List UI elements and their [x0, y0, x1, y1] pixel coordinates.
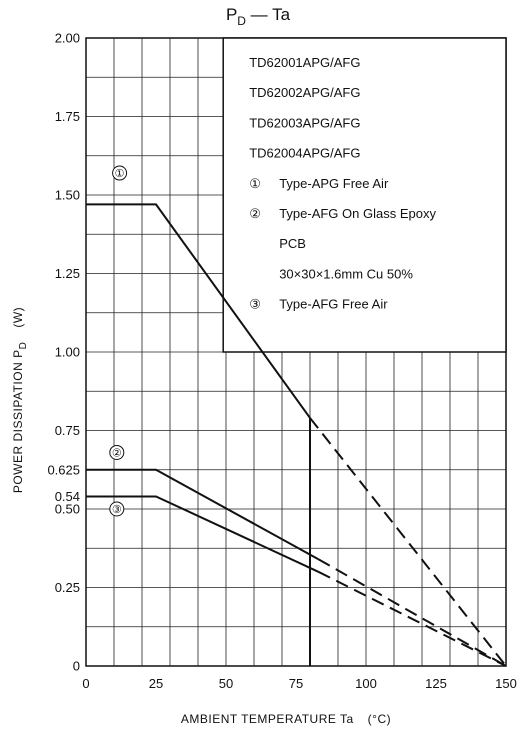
- y-tick-label: 1.75: [55, 109, 80, 124]
- x-tick-label: 25: [149, 676, 163, 691]
- legend-marker: ①: [249, 176, 261, 191]
- y-tick-label: 0.54: [55, 489, 80, 504]
- series-marker-circle: [109, 501, 125, 517]
- series-line-dashed: [317, 558, 507, 667]
- legend-box: [222, 37, 507, 353]
- x-tick-label: 0: [82, 676, 89, 691]
- y-tick-label: 0: [73, 659, 80, 674]
- legend-marker: ③: [249, 297, 261, 312]
- series: ① ② ③: [86, 165, 507, 667]
- y-tick-label: 2.00: [55, 31, 80, 46]
- legend-entry: TD62002APG/AFG: [249, 85, 360, 100]
- series-marker-label: ②: [112, 447, 122, 459]
- x-tick-label: 150: [495, 676, 517, 691]
- x-tick-label: 100: [355, 676, 377, 691]
- series-line-solid: [86, 495, 319, 573]
- legend-entry: TD62001APG/AFG: [249, 55, 360, 70]
- y-axis-label: POWER DISSIPATION PD(W): [11, 307, 29, 493]
- y-tick-label: 0.625: [47, 462, 80, 477]
- legend: TD62001APG/AFG TD62002APG/AFG TD62003APG/A…: [222, 37, 507, 353]
- y-tick-label: 0.25: [55, 580, 80, 595]
- series-line-solid: [86, 468, 319, 561]
- series-marker-label: ③: [112, 504, 122, 516]
- series-line-dashed: [317, 570, 507, 667]
- series-marker-circle: [112, 165, 128, 181]
- chart-title: PD — Ta: [226, 5, 291, 28]
- legend-entry: 30×30×1.6mm Cu 50%: [279, 266, 413, 281]
- y-ticks: 0 0.25 0.500.54 0.625 0.75 1.00 1.25 1.50 1.75 2.…: [47, 31, 80, 674]
- legend-entry: Type-AFG Free Air: [279, 297, 388, 312]
- legend-marker: ②: [249, 206, 261, 221]
- y-tick-label: 1.00: [55, 345, 80, 360]
- series-line-dashed: [309, 417, 507, 667]
- series-line-solid: [86, 203, 311, 419]
- legend-entry: PCB: [279, 236, 306, 251]
- legend-entry: TD62003APG/AFG: [249, 115, 360, 130]
- legend-entry: Type-AFG On Glass Epoxy: [279, 206, 436, 221]
- x-tick-label: 50: [219, 676, 233, 691]
- series-marker-circle: [109, 444, 125, 460]
- x-tick-label: 125: [425, 676, 447, 691]
- y-tick-label: 0.50: [55, 502, 80, 517]
- y-tick-label: 1.50: [55, 188, 80, 203]
- x-tick-label: 75: [289, 676, 303, 691]
- y-tick-label: 0.75: [55, 423, 80, 438]
- svg-text:POWER DISSIPATION PD(W): POWER DISSIPATION PD(W): [11, 307, 29, 493]
- legend-entry: Type-APG Free Air: [279, 176, 389, 191]
- y-tick-label: 1.25: [55, 266, 80, 281]
- legend-entry: TD62004APG/AFG: [249, 146, 360, 161]
- series-marker-label: ①: [115, 168, 125, 180]
- x-axis-label: AMBIENT TEMPERATURE Ta (°C): [181, 712, 391, 726]
- x-ticks: 0 25 50 75 100 125 150: [82, 676, 516, 691]
